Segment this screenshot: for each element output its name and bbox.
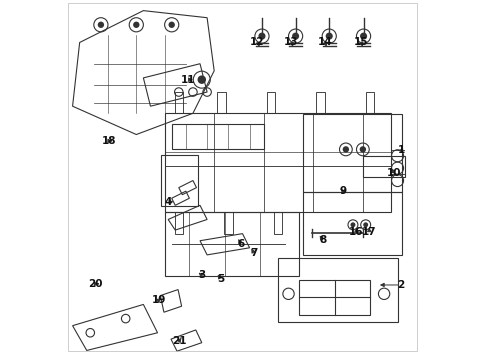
Circle shape <box>291 33 299 40</box>
Circle shape <box>325 33 332 40</box>
Bar <box>277 258 397 322</box>
Text: 4: 4 <box>164 197 171 207</box>
Circle shape <box>363 222 367 227</box>
Bar <box>303 114 401 192</box>
Circle shape <box>168 22 175 28</box>
Bar <box>303 192 401 255</box>
Bar <box>164 113 391 212</box>
Circle shape <box>350 222 355 227</box>
Text: 8: 8 <box>318 235 325 245</box>
Bar <box>299 280 369 315</box>
Text: 19: 19 <box>151 295 166 305</box>
Circle shape <box>258 33 265 40</box>
Text: 11: 11 <box>180 75 195 85</box>
Text: 7: 7 <box>250 248 257 258</box>
Text: 1: 1 <box>397 145 405 155</box>
Text: 3: 3 <box>198 270 205 280</box>
Circle shape <box>342 146 348 153</box>
Text: 15: 15 <box>353 37 367 47</box>
Text: 12: 12 <box>250 37 264 47</box>
Bar <box>161 155 198 206</box>
Text: 9: 9 <box>338 186 346 196</box>
Text: 14: 14 <box>317 37 331 47</box>
Circle shape <box>133 22 139 28</box>
Text: 17: 17 <box>361 227 376 237</box>
Text: 2: 2 <box>397 280 404 290</box>
Text: 21: 21 <box>172 336 186 346</box>
Text: 6: 6 <box>237 239 244 249</box>
Text: 16: 16 <box>348 227 363 237</box>
Text: 5: 5 <box>216 274 224 284</box>
Text: 13: 13 <box>283 37 298 47</box>
Circle shape <box>359 33 366 40</box>
Circle shape <box>97 22 104 28</box>
Bar <box>164 212 299 276</box>
Text: 20: 20 <box>88 279 103 289</box>
Text: 18: 18 <box>101 136 116 146</box>
Circle shape <box>197 75 206 84</box>
Circle shape <box>359 146 365 153</box>
Text: 10: 10 <box>386 168 400 178</box>
